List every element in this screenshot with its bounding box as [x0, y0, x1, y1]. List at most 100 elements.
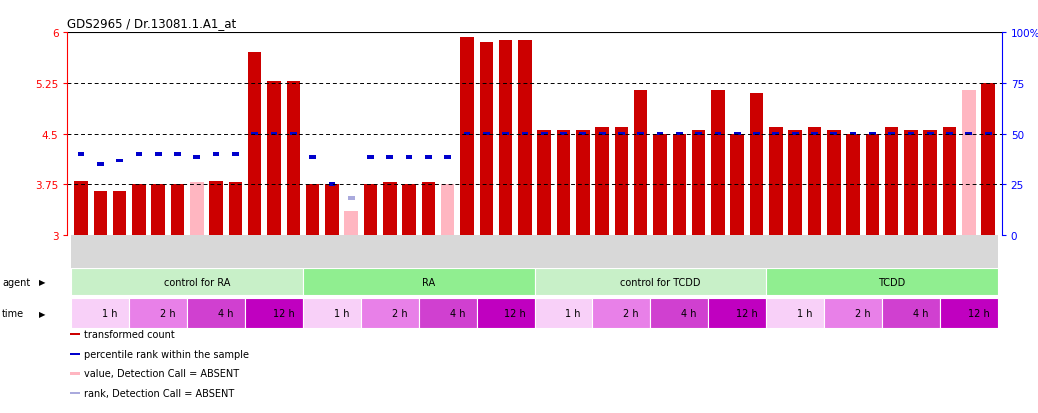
- Bar: [556, 131, 570, 235]
- Bar: [361, 235, 380, 268]
- Bar: [521, 133, 528, 136]
- Bar: [110, 235, 130, 268]
- Bar: [168, 235, 187, 268]
- Bar: [187, 299, 245, 328]
- Bar: [502, 133, 509, 136]
- Bar: [766, 299, 824, 328]
- Bar: [515, 235, 535, 268]
- Bar: [904, 131, 918, 235]
- Bar: [618, 133, 625, 136]
- Text: percentile rank within the sample: percentile rank within the sample: [84, 349, 249, 359]
- Bar: [695, 133, 702, 136]
- Bar: [901, 235, 921, 268]
- Bar: [692, 131, 706, 235]
- Bar: [210, 181, 223, 235]
- Bar: [271, 133, 277, 136]
- Bar: [233, 153, 239, 156]
- Bar: [444, 156, 452, 160]
- Bar: [132, 185, 145, 235]
- Bar: [286, 82, 300, 235]
- Bar: [113, 192, 127, 235]
- Text: 12 h: 12 h: [967, 309, 989, 318]
- Bar: [322, 235, 342, 268]
- Bar: [483, 133, 490, 136]
- Bar: [97, 163, 104, 166]
- Bar: [959, 235, 979, 268]
- Bar: [541, 133, 548, 136]
- Bar: [152, 185, 165, 235]
- Bar: [383, 183, 397, 235]
- Bar: [367, 156, 374, 160]
- Bar: [985, 133, 991, 136]
- Bar: [708, 299, 766, 328]
- Text: transformed count: transformed count: [84, 329, 175, 339]
- Text: GDS2965 / Dr.13081.1.A1_at: GDS2965 / Dr.13081.1.A1_at: [67, 17, 237, 29]
- Text: value, Detection Call = ABSENT: value, Detection Call = ABSENT: [84, 368, 240, 379]
- Bar: [116, 159, 122, 163]
- Bar: [90, 235, 110, 268]
- Bar: [306, 185, 320, 235]
- Bar: [303, 299, 361, 328]
- Text: rank, Detection Call = ABSENT: rank, Detection Call = ABSENT: [84, 388, 235, 398]
- Bar: [965, 133, 973, 136]
- Bar: [174, 153, 181, 156]
- Bar: [400, 235, 418, 268]
- Bar: [792, 133, 798, 136]
- Bar: [460, 38, 473, 235]
- Bar: [78, 153, 84, 156]
- Bar: [676, 133, 683, 136]
- Bar: [155, 153, 162, 156]
- Bar: [593, 235, 611, 268]
- Bar: [921, 235, 939, 268]
- Bar: [573, 235, 593, 268]
- Bar: [789, 131, 802, 235]
- Bar: [207, 235, 225, 268]
- Bar: [245, 235, 265, 268]
- Bar: [130, 299, 187, 328]
- Bar: [380, 235, 400, 268]
- Text: control for RA: control for RA: [164, 277, 230, 287]
- Bar: [593, 299, 651, 328]
- Bar: [962, 90, 976, 235]
- Bar: [734, 133, 741, 136]
- Bar: [673, 134, 686, 235]
- Bar: [72, 299, 130, 328]
- Bar: [72, 235, 90, 268]
- Bar: [637, 133, 645, 136]
- Bar: [844, 235, 863, 268]
- Bar: [476, 235, 496, 268]
- Bar: [225, 235, 245, 268]
- Bar: [769, 128, 783, 235]
- Bar: [714, 133, 721, 136]
- Bar: [708, 235, 728, 268]
- Bar: [947, 133, 953, 136]
- Bar: [711, 90, 725, 235]
- Bar: [754, 133, 760, 136]
- Bar: [303, 235, 322, 268]
- Bar: [979, 235, 998, 268]
- Text: 1 h: 1 h: [566, 309, 581, 318]
- Bar: [808, 128, 821, 235]
- Bar: [70, 373, 80, 375]
- Text: ▶: ▶: [39, 309, 46, 318]
- Bar: [882, 299, 939, 328]
- Bar: [824, 235, 844, 268]
- Bar: [251, 133, 258, 136]
- Bar: [850, 133, 856, 136]
- Bar: [75, 181, 88, 235]
- Bar: [213, 153, 219, 156]
- Text: 2 h: 2 h: [623, 309, 639, 318]
- Text: 2 h: 2 h: [160, 309, 175, 318]
- Bar: [866, 134, 879, 235]
- Bar: [596, 128, 609, 235]
- Bar: [579, 133, 586, 136]
- Bar: [772, 133, 780, 136]
- Bar: [386, 156, 393, 160]
- Bar: [535, 268, 766, 295]
- Text: 2 h: 2 h: [391, 309, 407, 318]
- Bar: [731, 134, 744, 235]
- Bar: [728, 235, 747, 268]
- Bar: [554, 235, 573, 268]
- Bar: [70, 392, 80, 394]
- Bar: [342, 235, 361, 268]
